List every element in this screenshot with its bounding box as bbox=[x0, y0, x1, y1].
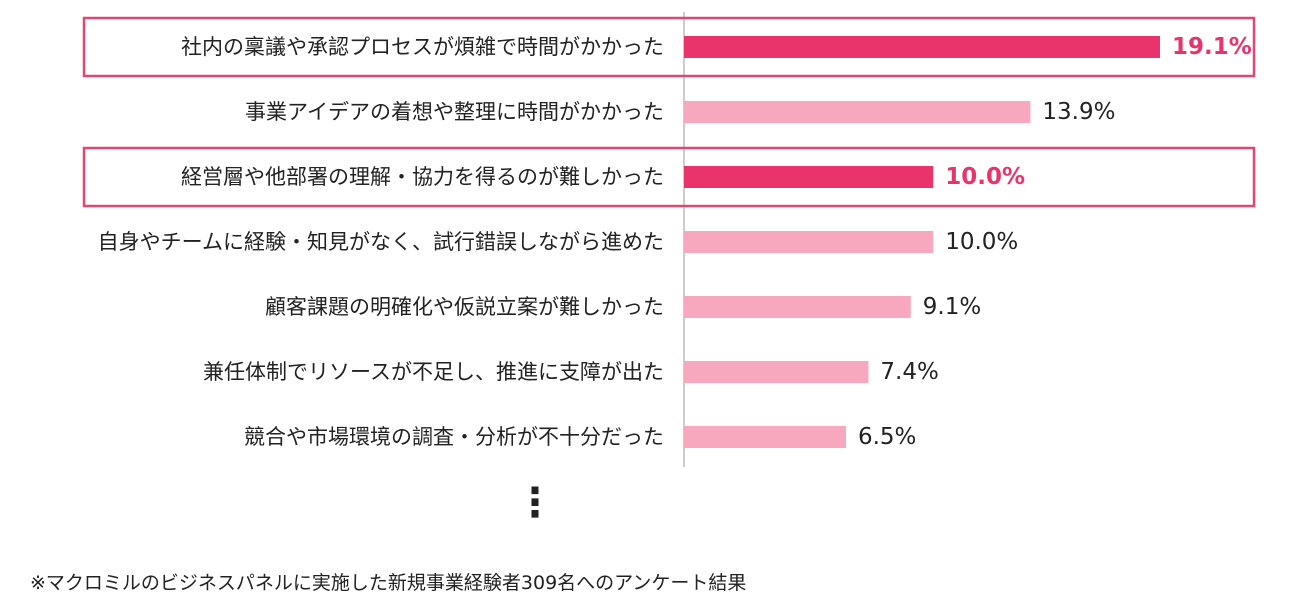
category-label: 顧客課題の明確化や仮説立案が難しかった bbox=[265, 295, 664, 319]
category-label: 社内の稟議や承認プロセスが煩雑で時間がかかった bbox=[181, 35, 664, 59]
data-label: 19.1% bbox=[1172, 34, 1252, 60]
data-label: 6.5% bbox=[858, 424, 916, 450]
data-label: 9.1% bbox=[923, 294, 981, 320]
category-label: 経営層や他部署の理解・協力を得るのが難しかった bbox=[181, 165, 664, 189]
footnote: ※マクロミルのビジネスパネルに実施した新規事業経験者309名へのアンケート結果 bbox=[30, 572, 747, 594]
bar bbox=[684, 166, 934, 188]
data-label: 7.4% bbox=[880, 359, 938, 385]
category-label: 競合や市場環境の調査・分析が不十分だった bbox=[244, 425, 664, 449]
data-label: 10.0% bbox=[945, 164, 1025, 190]
highlight-frame bbox=[82, 146, 1256, 208]
highlight-frame bbox=[82, 16, 1256, 78]
category-label: 兼任体制でリソースが不足し、推進に支障が出た bbox=[203, 360, 664, 384]
bar bbox=[684, 101, 1031, 123]
data-label: 13.9% bbox=[1042, 99, 1115, 125]
bar bbox=[684, 361, 869, 383]
data-label: 10.0% bbox=[945, 229, 1018, 255]
bar bbox=[684, 426, 846, 448]
continuation-marker: ⋮ bbox=[515, 480, 555, 526]
category-label: 事業アイデアの着想や整理に時間がかかった bbox=[245, 100, 664, 124]
bar bbox=[684, 231, 934, 253]
category-label: 自身やチームに経験・知見がなく、試行錯誤しながら進めた bbox=[98, 230, 664, 254]
bar bbox=[684, 36, 1160, 58]
bar bbox=[684, 296, 911, 318]
